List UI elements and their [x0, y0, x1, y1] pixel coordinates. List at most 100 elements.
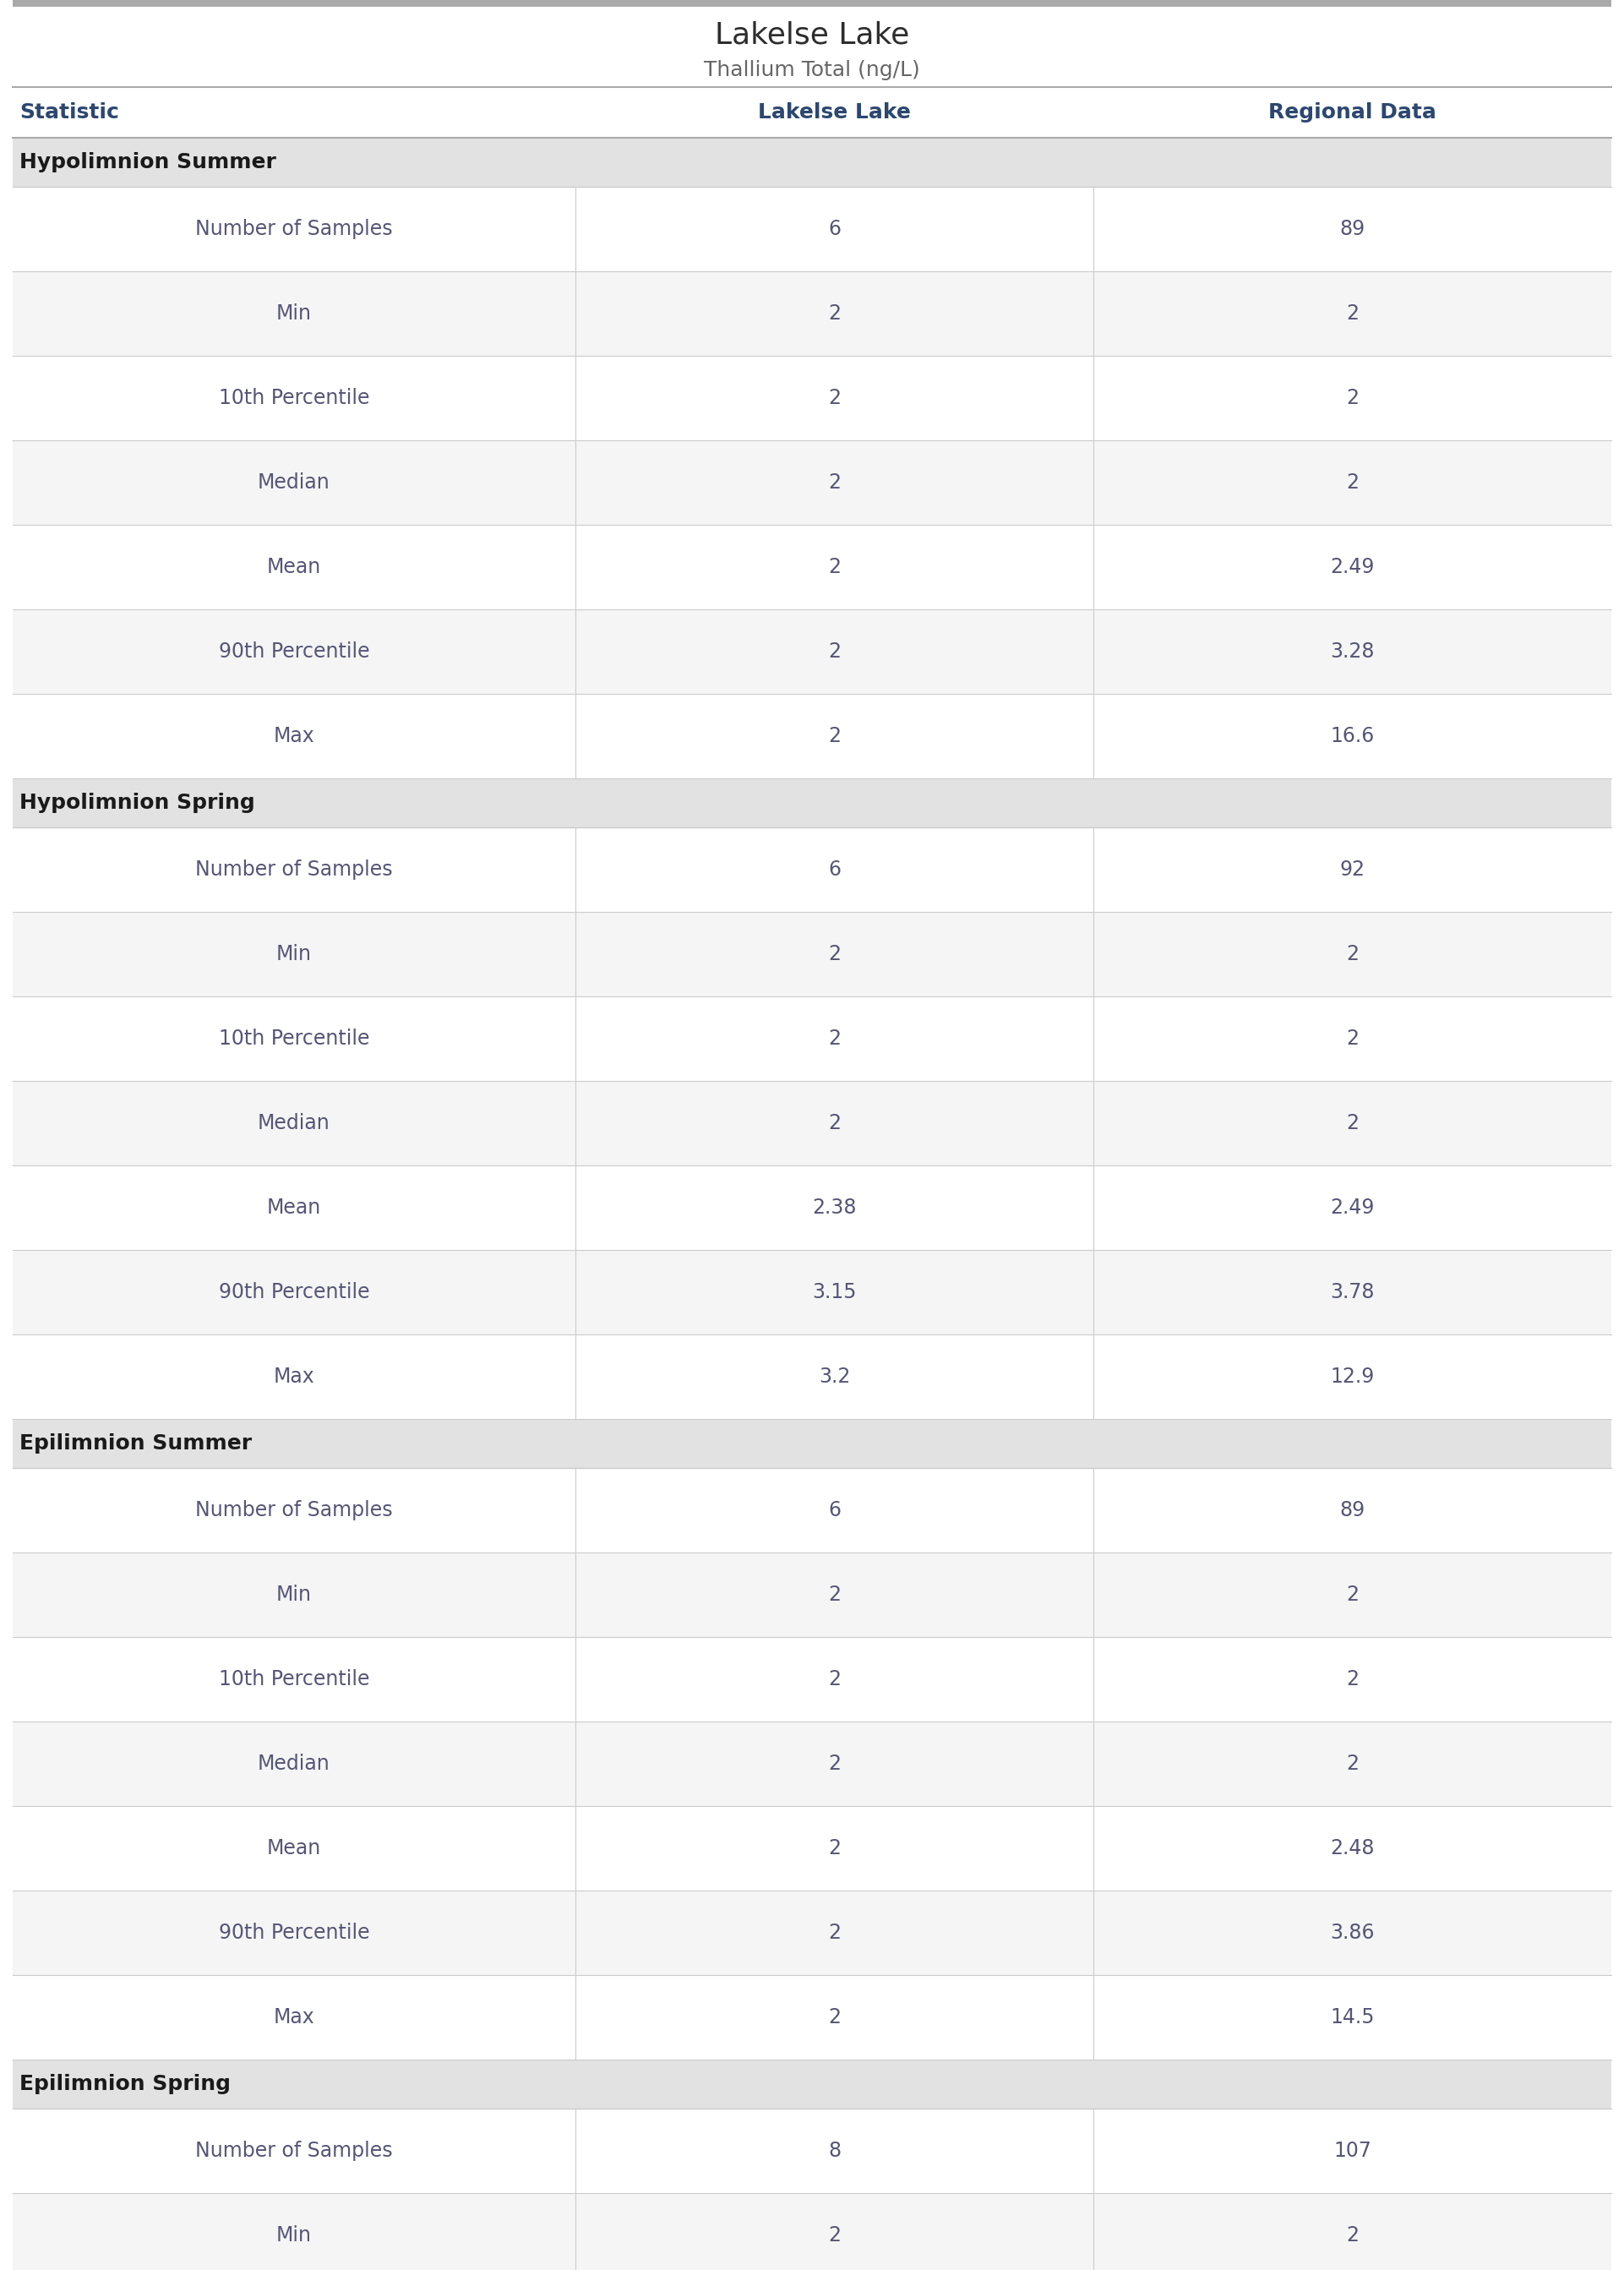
Bar — [13, 1807, 1611, 1891]
Text: Hypolimnion Spring: Hypolimnion Spring — [19, 792, 255, 813]
Text: 2: 2 — [1346, 304, 1359, 325]
Bar — [13, 2109, 1611, 2193]
Text: 10th Percentile: 10th Percentile — [219, 1668, 369, 1689]
Bar — [13, 440, 1611, 524]
Text: Epilimnion Spring: Epilimnion Spring — [19, 2075, 231, 2095]
Text: Min: Min — [276, 1584, 312, 1605]
Text: 10th Percentile: 10th Percentile — [219, 388, 369, 409]
Text: 90th Percentile: 90th Percentile — [219, 1283, 370, 1303]
Text: Max: Max — [273, 1367, 315, 1387]
Text: 16.6: 16.6 — [1330, 726, 1374, 747]
Text: 2: 2 — [1346, 1112, 1359, 1133]
Text: 2: 2 — [828, 304, 841, 325]
Text: 2: 2 — [828, 472, 841, 493]
Text: 90th Percentile: 90th Percentile — [219, 1923, 370, 1943]
Bar — [13, 1721, 1611, 1807]
Text: 3.86: 3.86 — [1330, 1923, 1374, 1943]
Text: Thallium Total (ng/L): Thallium Total (ng/L) — [703, 59, 921, 79]
Bar — [13, 1553, 1611, 1637]
Text: 2.49: 2.49 — [1330, 1199, 1374, 1217]
Text: 3.15: 3.15 — [812, 1283, 856, 1303]
Text: 92: 92 — [1340, 860, 1366, 881]
Bar — [13, 0, 1611, 7]
Text: 2: 2 — [1346, 472, 1359, 493]
Bar — [13, 138, 1611, 186]
Bar — [13, 1335, 1611, 1419]
Bar — [13, 356, 1611, 440]
Text: 2: 2 — [828, 642, 841, 663]
Text: Min: Min — [276, 2225, 312, 2245]
Text: 2.38: 2.38 — [812, 1199, 856, 1217]
Bar — [13, 1469, 1611, 1553]
Text: Median: Median — [258, 1755, 330, 1773]
Text: 2: 2 — [828, 2007, 841, 2027]
Text: 6: 6 — [828, 1500, 841, 1521]
Bar — [13, 779, 1611, 826]
Text: Epilimnion Summer: Epilimnion Summer — [19, 1432, 252, 1453]
Text: 2: 2 — [1346, 388, 1359, 409]
Text: 14.5: 14.5 — [1330, 2007, 1374, 2027]
Text: 3.78: 3.78 — [1330, 1283, 1374, 1303]
Text: 2: 2 — [828, 1112, 841, 1133]
Text: Number of Samples: Number of Samples — [195, 1500, 393, 1521]
Text: 2: 2 — [1346, 944, 1359, 965]
Text: Number of Samples: Number of Samples — [195, 218, 393, 238]
Bar — [13, 1637, 1611, 1721]
Text: 2: 2 — [828, 556, 841, 577]
Text: 89: 89 — [1340, 1500, 1366, 1521]
Text: 2: 2 — [828, 1839, 841, 1859]
Bar — [13, 1165, 1611, 1251]
Bar — [13, 608, 1611, 695]
Text: 2.48: 2.48 — [1330, 1839, 1374, 1859]
Bar — [13, 272, 1611, 356]
Text: Median: Median — [258, 472, 330, 493]
Text: Mean: Mean — [266, 1199, 322, 1217]
Text: Statistic: Statistic — [19, 102, 119, 123]
Text: Number of Samples: Number of Samples — [195, 860, 393, 881]
Text: 2: 2 — [828, 944, 841, 965]
Bar — [13, 2193, 1611, 2270]
Text: Lakelse Lake: Lakelse Lake — [758, 102, 911, 123]
Text: Min: Min — [276, 944, 312, 965]
Bar — [13, 1081, 1611, 1165]
Text: 2: 2 — [1346, 1028, 1359, 1049]
Text: 12.9: 12.9 — [1330, 1367, 1374, 1387]
Text: 2: 2 — [828, 1668, 841, 1689]
Bar — [13, 1419, 1611, 1469]
Bar — [13, 1251, 1611, 1335]
Text: 8: 8 — [828, 2141, 841, 2161]
Text: Hypolimnion Summer: Hypolimnion Summer — [19, 152, 276, 173]
Text: 2: 2 — [1346, 1584, 1359, 1605]
Text: 2: 2 — [1346, 1755, 1359, 1773]
Text: Mean: Mean — [266, 556, 322, 577]
Bar — [13, 524, 1611, 608]
Text: 6: 6 — [828, 860, 841, 881]
Text: 2: 2 — [828, 1028, 841, 1049]
Bar — [13, 1975, 1611, 2059]
Text: 2.49: 2.49 — [1330, 556, 1374, 577]
Text: 6: 6 — [828, 218, 841, 238]
Bar — [13, 913, 1611, 997]
Bar — [13, 695, 1611, 779]
Bar — [13, 186, 1611, 272]
Text: Regional Data: Regional Data — [1268, 102, 1436, 123]
Text: Min: Min — [276, 304, 312, 325]
Text: Mean: Mean — [266, 1839, 322, 1859]
Text: 2: 2 — [828, 388, 841, 409]
Text: 90th Percentile: 90th Percentile — [219, 642, 370, 663]
Text: 2: 2 — [828, 726, 841, 747]
Text: 3.28: 3.28 — [1330, 642, 1374, 663]
Text: 3.2: 3.2 — [818, 1367, 851, 1387]
Text: 2: 2 — [1346, 1668, 1359, 1689]
Text: Lakelse Lake: Lakelse Lake — [715, 20, 909, 50]
Text: 2: 2 — [828, 2225, 841, 2245]
Text: Median: Median — [258, 1112, 330, 1133]
Text: 107: 107 — [1333, 2141, 1371, 2161]
Bar — [13, 2059, 1611, 2109]
Bar — [13, 997, 1611, 1081]
Text: 2: 2 — [828, 1584, 841, 1605]
Text: 2: 2 — [828, 1923, 841, 1943]
Text: 2: 2 — [1346, 2225, 1359, 2245]
Text: 10th Percentile: 10th Percentile — [219, 1028, 369, 1049]
Bar — [13, 1891, 1611, 1975]
